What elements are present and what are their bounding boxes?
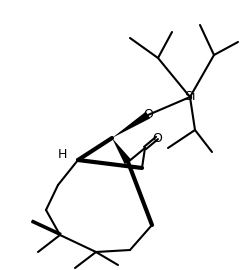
Polygon shape (112, 138, 131, 164)
Text: Si: Si (184, 90, 196, 103)
Text: O: O (143, 109, 153, 122)
Text: O: O (152, 131, 162, 144)
Text: H: H (57, 148, 67, 161)
Polygon shape (112, 112, 150, 138)
